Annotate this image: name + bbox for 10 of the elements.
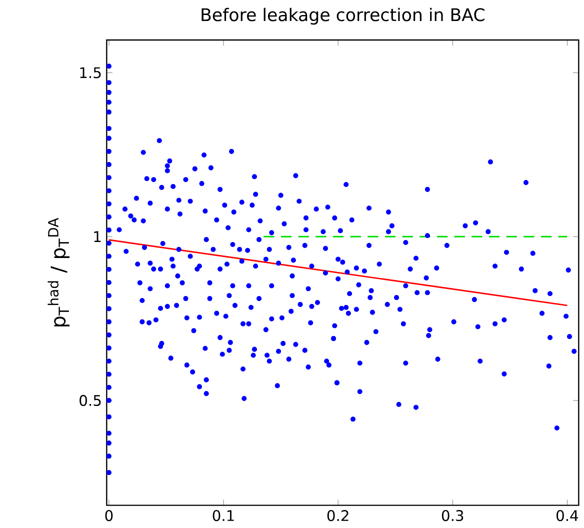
- y-axis-title: p$_{T}$$^{had}$ / p$_{T}$DA: [48, 218, 70, 326]
- x-tick-label: 0: [105, 510, 113, 522]
- chart-title: Before leakage correction in BAC: [202, 8, 484, 25]
- x-tick-label: 0.4: [556, 510, 578, 522]
- y-tick-label: 0.5: [80, 394, 101, 406]
- y-tick-label: 1: [94, 231, 101, 242]
- x-tick-label: 0.2: [327, 510, 348, 522]
- x-tick-label: 0.1: [212, 510, 234, 522]
- y-tick-label: 1.5: [80, 67, 101, 78]
- x-tick-label: 0.3: [442, 510, 464, 522]
